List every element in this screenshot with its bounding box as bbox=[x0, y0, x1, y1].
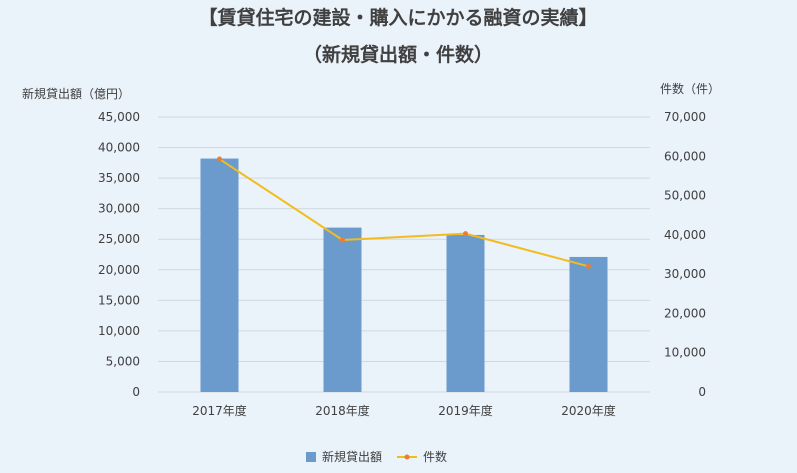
legend: 新規貸出額 件数 bbox=[306, 449, 447, 464]
category-label: 2020年度 bbox=[561, 403, 616, 418]
line-series bbox=[217, 156, 591, 269]
left-tick-label: 30,000 bbox=[98, 202, 140, 216]
category-label: 2019年度 bbox=[438, 403, 493, 418]
legend-bar-swatch bbox=[306, 452, 316, 462]
line-point bbox=[217, 156, 222, 162]
category-labels: 2017年度 2018年度 2019年度 2020年度 bbox=[192, 403, 616, 418]
left-tick-label: 25,000 bbox=[98, 232, 140, 246]
left-axis-ticks: 0 5,000 10,000 15,000 20,000 25,000 30,000 35,0… bbox=[98, 110, 140, 399]
line-point bbox=[463, 231, 468, 237]
series-line bbox=[218, 158, 589, 268]
right-tick-label: 0 bbox=[698, 385, 706, 399]
legend-line-marker bbox=[404, 454, 410, 460]
left-tick-label: 10,000 bbox=[98, 324, 140, 338]
left-tick-label: 40,000 bbox=[98, 141, 140, 155]
bar-series bbox=[200, 158, 608, 392]
legend-bar-label: 新規貸出額 bbox=[322, 449, 382, 464]
right-tick-label: 10,000 bbox=[664, 346, 706, 360]
left-tick-label: 20,000 bbox=[98, 263, 140, 277]
right-tick-label: 50,000 bbox=[664, 189, 706, 203]
left-tick-label: 15,000 bbox=[98, 293, 140, 307]
line-point bbox=[586, 263, 591, 269]
bar bbox=[569, 256, 608, 392]
gridlines bbox=[158, 116, 650, 393]
left-tick-label: 0 bbox=[132, 385, 140, 399]
right-tick-label: 20,000 bbox=[664, 306, 706, 320]
category-label: 2017年度 bbox=[192, 403, 247, 418]
right-tick-label: 70,000 bbox=[664, 110, 706, 124]
left-axis-title: 新規貸出額（億円） bbox=[22, 86, 130, 101]
bar bbox=[446, 234, 485, 392]
line-point bbox=[340, 237, 345, 243]
legend-line-label: 件数 bbox=[423, 449, 447, 464]
left-tick-label: 35,000 bbox=[98, 171, 140, 185]
right-axis-title: 件数（件） bbox=[660, 81, 720, 96]
left-tick-label: 5,000 bbox=[106, 354, 140, 368]
chart-title: 【賃貸住宅の建設・購入にかかる融資の実績】 bbox=[198, 6, 597, 29]
bar bbox=[200, 158, 239, 392]
right-axis-ticks: 0 10,000 20,000 30,000 40,000 50,000 60,000 70,… bbox=[664, 110, 706, 399]
right-tick-label: 60,000 bbox=[664, 149, 706, 163]
chart-subtitle: （新規貸出額・件数） bbox=[303, 43, 493, 66]
category-label: 2018年度 bbox=[315, 403, 370, 418]
left-tick-label: 45,000 bbox=[98, 110, 140, 124]
bar bbox=[323, 227, 362, 392]
right-tick-label: 30,000 bbox=[664, 267, 706, 281]
right-tick-label: 40,000 bbox=[664, 228, 706, 242]
